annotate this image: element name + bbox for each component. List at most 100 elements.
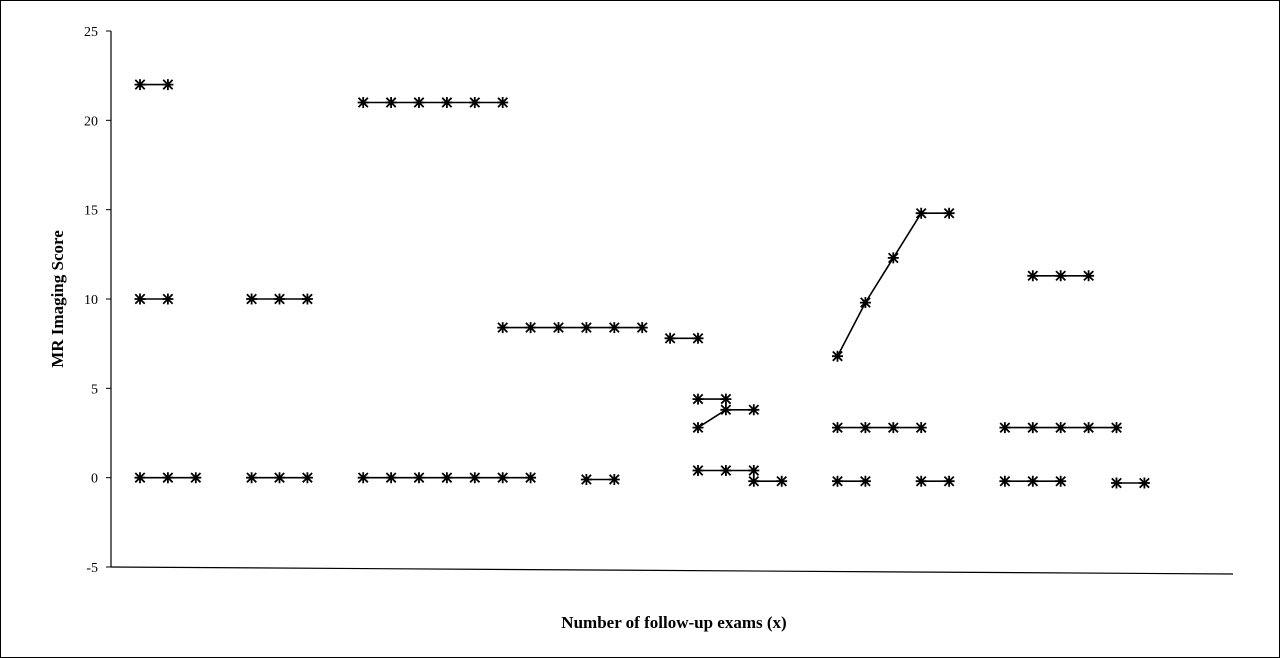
series-3 [134,472,202,484]
series-1 [134,79,174,91]
data-point-marker [832,350,843,362]
series-8 [497,322,648,334]
data-point-marker [385,472,397,484]
data-point-marker [162,293,174,305]
data-point-marker [441,472,453,484]
data-point-marker [134,79,146,91]
data-point-marker [943,207,955,219]
series-13 [692,465,760,476]
y-tick-label: -5 [86,561,98,576]
data-point-marker [357,97,369,108]
data-point-marker [441,97,453,108]
series-14 [748,475,788,487]
data-point-marker [497,322,509,334]
data-point-marker [553,322,564,334]
series-11 [692,393,732,405]
data-point-marker [1111,422,1122,434]
data-point-marker [134,472,146,484]
y-tick-label: 15 [84,204,98,219]
series-5 [246,472,313,484]
y-tick-label: 20 [84,114,98,129]
data-point-marker [274,293,285,305]
data-point-marker [162,79,174,91]
data-point-marker [915,422,927,434]
data-point-marker [832,422,843,434]
series-16 [832,422,927,434]
data-point-marker [943,475,955,487]
series-20 [1027,270,1095,282]
data-point-marker [580,474,592,485]
data-point-marker [664,332,676,344]
data-point-marker [1027,422,1039,434]
data-point-marker [748,465,760,476]
y-tick-label: 5 [91,382,98,397]
series-18 [915,475,955,487]
data-point-marker [887,252,899,264]
y-tick-label: 25 [84,25,98,40]
series-10 [664,332,704,344]
series-group [134,79,1150,489]
data-point-marker [720,393,732,405]
series-19 [999,475,1067,487]
data-point-marker [1083,270,1095,282]
data-point-marker [608,474,620,485]
series-9 [580,474,620,485]
series-12 [692,404,760,434]
series-line [836,212,950,357]
data-point-marker [999,475,1011,487]
data-point-marker [469,97,481,108]
series-7 [357,472,537,484]
data-point-marker [915,475,927,487]
data-point-marker [134,293,146,305]
data-point-marker [190,472,202,484]
data-point-marker [1138,477,1150,489]
data-point-marker [692,465,704,476]
x-axis-title: Number of follow-up exams (x) [561,613,786,632]
data-point-marker [580,322,592,334]
data-point-marker [1111,477,1122,489]
data-point-marker [246,472,258,484]
data-point-marker [636,322,648,334]
data-point-marker [469,472,481,484]
data-point-marker [915,207,927,219]
series-17 [832,475,871,487]
data-point-marker [776,475,788,487]
data-point-marker [692,393,704,405]
series-15 [832,207,955,362]
data-point-marker [525,472,537,484]
data-point-marker [385,97,397,108]
data-point-marker [720,404,732,416]
series-22 [1111,477,1150,489]
data-point-marker [357,472,369,484]
data-point-marker [720,465,732,476]
data-point-marker [1027,475,1039,487]
data-point-marker [301,293,313,305]
data-point-marker [274,472,285,484]
data-point-marker [301,472,313,484]
series-6 [357,97,509,108]
series-2 [134,293,174,305]
data-point-marker [859,422,871,434]
data-point-marker [832,475,843,487]
x-axis-line [110,566,1234,575]
data-point-marker [497,97,509,108]
series-21 [999,422,1122,434]
y-axis-title: MR Imaging Score [48,230,67,368]
data-point-marker [859,475,871,487]
data-point-marker [748,475,760,487]
data-point-marker [692,422,704,434]
data-point-marker [497,472,509,484]
data-point-marker [748,404,760,416]
data-point-marker [999,422,1011,434]
y-tick-label: 10 [84,293,98,308]
data-point-marker [1027,270,1039,282]
data-point-marker [692,332,704,344]
data-point-marker [413,97,425,108]
data-point-marker [525,322,537,334]
data-point-marker [1055,270,1067,282]
data-point-marker [1083,422,1095,434]
data-point-marker [162,472,174,484]
y-tick-group: 25 20 15 10 5 0 -5 [84,25,111,576]
